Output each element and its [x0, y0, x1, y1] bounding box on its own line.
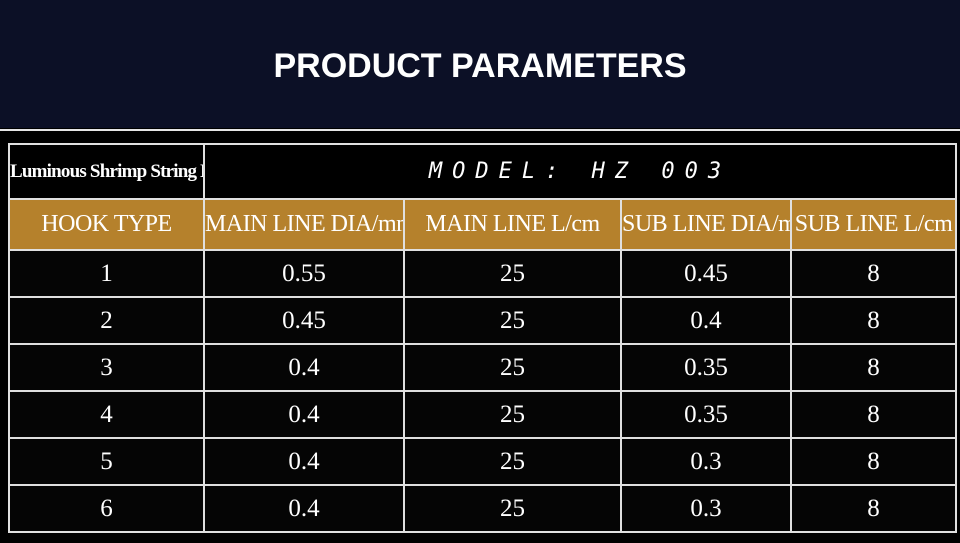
cell: 0.45 — [620, 249, 792, 298]
cell: 0.4 — [620, 296, 792, 345]
data-row: 1 0.55 25 0.45 8 — [8, 249, 957, 298]
cell: 25 — [403, 249, 622, 298]
cell: 8 — [790, 484, 957, 533]
data-row: 6 0.4 25 0.3 8 — [8, 484, 957, 533]
cell: 0.3 — [620, 437, 792, 486]
cell: 5 — [8, 437, 205, 486]
column-header: MAIN LINE DIA/mm — [203, 198, 405, 251]
model: MODEL: HZ 003 — [203, 143, 957, 200]
column-header: MAIN LINE L/cm — [403, 198, 622, 251]
cell: 4 — [8, 390, 205, 439]
product-name: Luminous Shrimp String Hook — [8, 143, 205, 200]
header-band: PRODUCT PARAMETERS — [0, 0, 960, 128]
cell: 0.4 — [203, 343, 405, 392]
cell: 25 — [403, 390, 622, 439]
column-header: HOOK TYPE — [8, 198, 205, 251]
table-body: Luminous Shrimp String Hook MODEL: HZ 00… — [8, 143, 957, 533]
cell: 8 — [790, 249, 957, 298]
parameter-table: Luminous Shrimp String Hook MODEL: HZ 00… — [8, 143, 957, 533]
cell: 0.35 — [620, 343, 792, 392]
cell: 0.35 — [620, 390, 792, 439]
cell: 0.4 — [203, 484, 405, 533]
cell: 2 — [8, 296, 205, 345]
data-row: 5 0.4 25 0.3 8 — [8, 437, 957, 486]
data-row: 3 0.4 25 0.35 8 — [8, 343, 957, 392]
cell: 0.3 — [620, 484, 792, 533]
cell: 8 — [790, 296, 957, 345]
cell: 0.55 — [203, 249, 405, 298]
data-row: 4 0.4 25 0.35 8 — [8, 390, 957, 439]
column-header: SUB LINE L/cm — [790, 198, 957, 251]
data-row: 2 0.45 25 0.4 8 — [8, 296, 957, 345]
header-row: HOOK TYPE MAIN LINE DIA/mm MAIN LINE L/cm S… — [8, 198, 957, 251]
column-header: SUB LINE DIA/mm — [620, 198, 792, 251]
cell: 8 — [790, 437, 957, 486]
cell: 25 — [403, 343, 622, 392]
cell: 8 — [790, 343, 957, 392]
cell: 0.4 — [203, 390, 405, 439]
cell: 3 — [8, 343, 205, 392]
cell: 25 — [403, 437, 622, 486]
model-row: Luminous Shrimp String Hook MODEL: HZ 00… — [8, 143, 957, 200]
divider — [0, 129, 960, 131]
cell: 25 — [403, 296, 622, 345]
cell: 8 — [790, 390, 957, 439]
cell: 25 — [403, 484, 622, 533]
cell: 0.45 — [203, 296, 405, 345]
cell: 6 — [8, 484, 205, 533]
title: PRODUCT PARAMETERS — [273, 47, 687, 85]
cell: 0.4 — [203, 437, 405, 486]
cell: 1 — [8, 249, 205, 298]
